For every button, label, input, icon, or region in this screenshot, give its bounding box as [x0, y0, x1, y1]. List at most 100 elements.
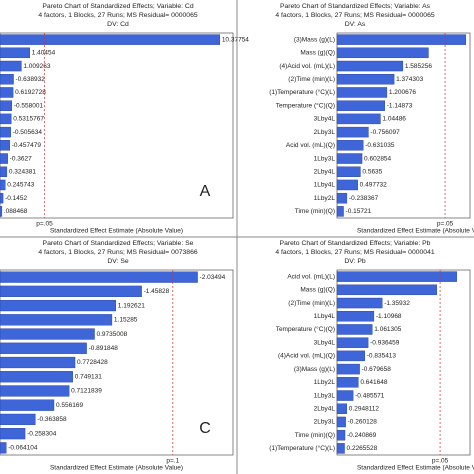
value-label: -0.505634 — [13, 129, 43, 136]
value-label: 0.6192728 — [15, 89, 46, 96]
category-label: Time (min)(Q) — [295, 432, 335, 439]
value-label: 0.9735008 — [97, 331, 128, 338]
bar — [0, 153, 8, 164]
bar — [0, 371, 73, 383]
bar — [0, 442, 7, 454]
category-label: (2)Time (min)(L) — [288, 300, 335, 307]
value-label: -0.485571 — [355, 392, 385, 399]
value-label: 0.641648 — [360, 379, 387, 386]
value-label: -0.936459 — [370, 339, 400, 346]
bar — [0, 428, 26, 440]
bar — [336, 377, 359, 388]
plot-area — [336, 32, 471, 219]
bar — [336, 350, 365, 362]
plot-area — [0, 32, 234, 219]
value-label: 0.324381 — [9, 168, 36, 175]
value-label: .088468 — [4, 208, 28, 215]
bar — [0, 413, 36, 426]
dependent-variable: DV: Cd — [107, 21, 129, 28]
bar — [336, 34, 467, 45]
bar — [0, 140, 10, 151]
category-label: 1Lby2L — [314, 379, 336, 386]
bar — [336, 113, 381, 125]
value-label: -1.45828 — [144, 288, 170, 295]
bar — [0, 192, 4, 204]
x-axis-label: Standardized Effect Estimate (Absolute V… — [50, 228, 183, 235]
category-label: Mass (g)(Q) — [300, 50, 335, 57]
value-label: -0.679658 — [362, 366, 392, 373]
bar — [336, 443, 345, 454]
category-label: 2Lby3L — [314, 129, 336, 136]
bar — [336, 390, 354, 401]
bar — [336, 311, 375, 322]
chart-title: Pareto Chart of Standardized Effects; Va… — [280, 240, 431, 247]
category-label: Acid vol. (mL)(Q) — [286, 142, 335, 149]
value-label: -0.891848 — [89, 345, 119, 352]
value-label: -0.363858 — [37, 416, 67, 423]
value-label: -2.03494 — [200, 274, 226, 281]
threshold-label: p=.05 — [36, 221, 53, 228]
value-label: 0.2948112 — [349, 405, 380, 412]
value-label: 0.5315767 — [13, 116, 44, 123]
value-label: -0.238367 — [349, 195, 379, 202]
x-axis-label: Standardized Effect Estimate (Absolute V… — [357, 465, 474, 472]
value-label: -1.35932 — [384, 300, 410, 307]
bar — [0, 385, 70, 397]
value-label: -0.835413 — [367, 353, 397, 360]
bar — [0, 60, 22, 72]
value-label: 1.192621 — [118, 302, 145, 309]
bar — [336, 337, 369, 348]
value-label: 1.40454 — [32, 50, 56, 57]
value-label: 0.497732 — [360, 182, 387, 189]
panel-letter: A — [200, 183, 211, 200]
category-label: (4)Acid vol. (mL)(L) — [279, 63, 335, 70]
dependent-variable: DV: Pb — [344, 258, 365, 265]
chart-subtitle: 4 factors, 1 Blocks, 27 Runs; MS Residua… — [38, 249, 197, 256]
chart-title: Pareto Chart of Standardized Effects; Va… — [280, 3, 431, 10]
plot-area — [336, 269, 471, 456]
value-label: -0.457479 — [12, 142, 42, 149]
bar — [336, 416, 346, 428]
category-label: (1)Temperature (°C)(L) — [269, 444, 335, 452]
bar — [336, 324, 373, 335]
bar — [336, 284, 437, 296]
x-axis-label: Standardized Effect Estimate (Absolute V… — [357, 228, 474, 235]
dependent-variable: DV: As — [345, 21, 366, 28]
value-label: 0.7728428 — [77, 359, 108, 366]
value-label: -0.258304 — [27, 430, 57, 437]
category-label: 1Lby3L — [314, 155, 336, 162]
value-label: -0.15721 — [346, 208, 372, 215]
threshold-label: p=.1 — [166, 458, 179, 465]
value-label: -0.240869 — [347, 432, 377, 439]
category-label: 2Lby3L — [314, 419, 336, 426]
bar — [0, 179, 6, 191]
category-label: (1)Temperature (°C)(L) — [269, 88, 335, 96]
bar — [0, 100, 13, 111]
category-label: (3)Mass (g)(L) — [294, 36, 335, 43]
bar — [336, 74, 395, 85]
bar — [336, 166, 361, 177]
bar — [0, 271, 198, 283]
value-label: -0.1452 — [5, 195, 27, 202]
bar — [0, 113, 12, 125]
category-label: Time (min)(Q) — [295, 208, 335, 215]
bar — [336, 192, 348, 204]
bar — [0, 328, 95, 340]
bar — [0, 342, 87, 354]
value-label: 0.5635 — [362, 168, 382, 175]
bar — [336, 429, 346, 441]
category-label: Temperature (°C)(Q) — [276, 101, 335, 109]
value-label: 1.585256 — [405, 63, 432, 70]
bar — [336, 87, 388, 98]
category-label: 1Lby4L — [314, 313, 336, 320]
value-label: -1.10968 — [376, 313, 402, 320]
threshold-label: p=.05 — [432, 458, 449, 465]
bar — [336, 126, 369, 138]
value-label: 1.374303 — [396, 76, 423, 83]
bar — [336, 363, 360, 375]
bar — [0, 314, 113, 326]
chart-subtitle: 4 factors, 1 Blocks, 27 Runs; MS Residua… — [275, 12, 434, 19]
value-label: -0.638932 — [16, 76, 46, 83]
bar — [0, 166, 8, 177]
